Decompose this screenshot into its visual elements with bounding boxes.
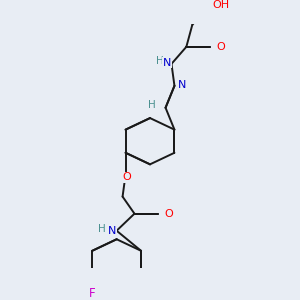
Text: H: H xyxy=(98,224,106,235)
Text: N: N xyxy=(163,58,171,68)
Text: OH: OH xyxy=(212,0,229,11)
Text: N: N xyxy=(108,226,116,236)
Text: O: O xyxy=(123,172,131,182)
Text: O: O xyxy=(164,209,173,219)
Text: H: H xyxy=(148,100,156,110)
Text: O: O xyxy=(216,42,225,52)
Text: N: N xyxy=(178,80,186,90)
Text: H: H xyxy=(156,56,164,66)
Text: F: F xyxy=(89,287,95,300)
